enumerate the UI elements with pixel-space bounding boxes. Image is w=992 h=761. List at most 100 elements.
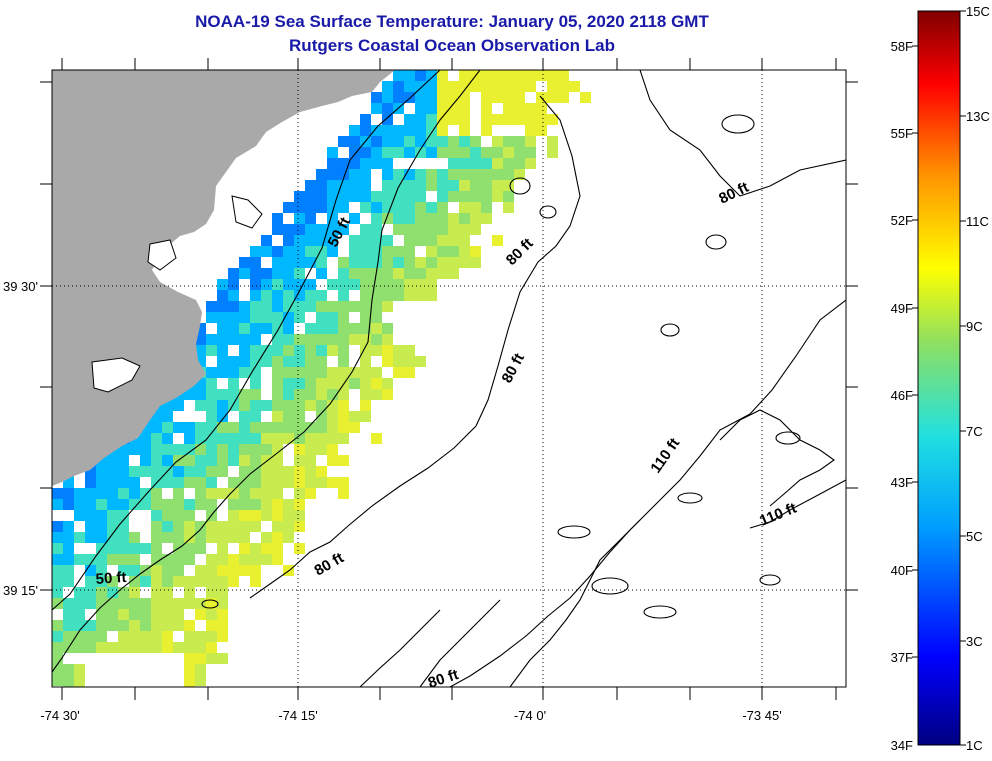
sst-pixel <box>250 477 261 488</box>
sst-pixel <box>316 235 327 246</box>
sst-pixel <box>305 279 316 290</box>
sst-pixel <box>404 114 415 125</box>
sst-pixel <box>415 81 426 92</box>
sst-pixel <box>437 70 448 81</box>
sst-pixel <box>283 224 294 235</box>
sst-pixel <box>228 312 239 323</box>
sst-pixel <box>283 422 294 433</box>
sst-pixel <box>338 290 349 301</box>
sst-pixel <box>239 499 250 510</box>
colorbar-ticks <box>912 10 966 746</box>
sst-pixel <box>316 389 327 400</box>
sst-pixel <box>129 620 140 631</box>
sst-pixel <box>129 565 140 576</box>
sst-pixel <box>327 411 338 422</box>
colorbar-f-label: 49F <box>891 301 913 316</box>
sst-pixel <box>316 433 327 444</box>
sst-pixel <box>74 609 85 620</box>
sst-pixel <box>217 422 228 433</box>
sst-pixel <box>316 301 327 312</box>
sst-pixel <box>272 389 283 400</box>
sst-pixel <box>305 477 316 488</box>
sst-pixel <box>206 554 217 565</box>
sst-pixel <box>173 554 184 565</box>
sst-pixel <box>206 433 217 444</box>
sst-pixel <box>74 620 85 631</box>
x-tick-label: -74 15' <box>278 708 317 723</box>
sst-pixel <box>195 576 206 587</box>
sst-pixel <box>162 576 173 587</box>
sst-pixel <box>305 345 316 356</box>
sst-pixel <box>96 466 107 477</box>
sst-pixel <box>250 290 261 301</box>
sst-pixel <box>250 400 261 411</box>
sst-pixel <box>316 422 327 433</box>
sst-pixel <box>195 345 206 356</box>
sst-pixel <box>371 147 382 158</box>
sst-pixel <box>195 323 206 334</box>
sst-pixel <box>426 213 437 224</box>
sst-pixel <box>96 510 107 521</box>
sst-pixel <box>162 411 173 422</box>
sst-pixel <box>217 653 228 664</box>
sst-pixel <box>162 532 173 543</box>
sst-pixel <box>525 147 536 158</box>
sst-pixel <box>448 158 459 169</box>
sst-pixel <box>294 334 305 345</box>
sst-pixel <box>349 323 360 334</box>
sst-pixel <box>426 268 437 279</box>
sst-pixel <box>283 290 294 301</box>
sst-pixel <box>371 235 382 246</box>
sst-pixel <box>85 642 96 653</box>
sst-pixel <box>360 202 371 213</box>
sst-pixel <box>338 367 349 378</box>
x-tick-label: -74 30' <box>40 708 79 723</box>
sst-pixel <box>206 367 217 378</box>
sst-pixel <box>173 532 184 543</box>
sst-pixel <box>404 345 415 356</box>
sst-pixel <box>283 345 294 356</box>
sst-pixel <box>184 510 195 521</box>
sst-pixel <box>52 587 63 598</box>
sst-pixel <box>349 367 360 378</box>
sst-pixel <box>382 345 393 356</box>
sst-pixel <box>327 334 338 345</box>
sst-pixel <box>162 554 173 565</box>
sst-pixel <box>371 158 382 169</box>
sst-pixel <box>437 235 448 246</box>
sst-pixel <box>305 389 316 400</box>
sst-pixel <box>217 554 228 565</box>
sst-pixel <box>250 466 261 477</box>
sst-pixel <box>283 477 294 488</box>
colorbar-c-label: 9C <box>966 319 983 334</box>
y-tick-label: 39 15' <box>3 583 38 598</box>
sst-pixel <box>371 202 382 213</box>
sst-pixel <box>481 191 492 202</box>
sst-pixel <box>294 257 305 268</box>
sst-pixel <box>459 213 470 224</box>
sst-pixel <box>129 477 140 488</box>
sst-pixel <box>393 367 404 378</box>
sst-pixel <box>470 202 481 213</box>
sst-pixel <box>371 389 382 400</box>
sst-pixel <box>349 246 360 257</box>
sst-pixel <box>206 609 217 620</box>
sst-pixel <box>437 114 448 125</box>
sst-pixel <box>184 587 195 598</box>
sst-pixel <box>250 543 261 554</box>
sst-pixel <box>173 422 184 433</box>
sst-pixel <box>426 257 437 268</box>
sst-pixel <box>250 345 261 356</box>
colorbar-c-label: 5C <box>966 529 983 544</box>
sst-pixel <box>294 433 305 444</box>
sst-pixel <box>294 235 305 246</box>
sst-pixel <box>96 521 107 532</box>
sst-pixel <box>63 609 74 620</box>
sst-pixel <box>228 290 239 301</box>
sst-pixel <box>470 169 481 180</box>
sst-pixel <box>415 235 426 246</box>
sst-pixel <box>536 125 547 136</box>
sst-pixel <box>96 532 107 543</box>
sst-pixel <box>283 400 294 411</box>
sst-pixel <box>481 70 492 81</box>
